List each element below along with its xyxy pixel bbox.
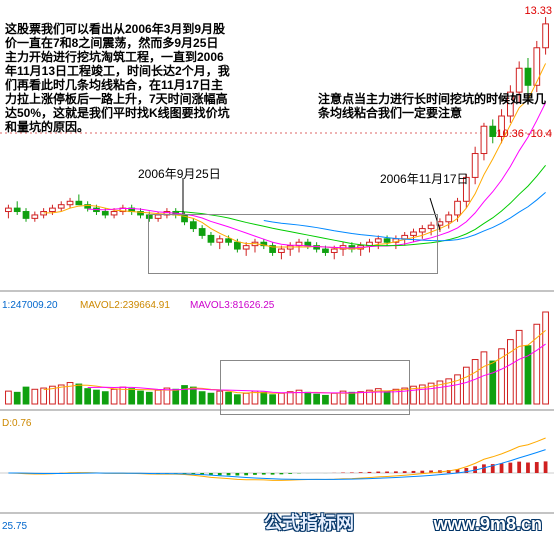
vol-label-2: MAVOL2:239664.91	[80, 300, 170, 311]
annotation-date-2: 2006年11月17日	[380, 173, 470, 186]
highlight-box-volume	[220, 360, 410, 415]
macd-chart	[0, 418, 554, 518]
price-high-label: 13.33	[524, 5, 552, 17]
highlight-box-price	[148, 214, 438, 274]
analysis-text-1: 这股票我们可以看出从2006年3月到9月股价一直在7和8之间震荡，然而多9月25…	[5, 22, 230, 134]
price-mid-label: 10.36 -10.4	[496, 128, 552, 140]
watermark-text-1: 公式指标网	[264, 509, 354, 535]
vol-label-3: MAVOL3:81626.25	[190, 300, 274, 311]
watermark-text-2: www.9m8.cn	[434, 514, 542, 535]
analysis-text-2: 注意点当主力进行长时间挖坑的时候如果几条均线粘合我们一定要注意	[318, 92, 548, 120]
footer-value-label: 25.75	[2, 521, 27, 532]
vol-label-1: 1:247009.20	[2, 300, 58, 311]
annotation-date-1: 2006年9月25日	[138, 165, 221, 182]
